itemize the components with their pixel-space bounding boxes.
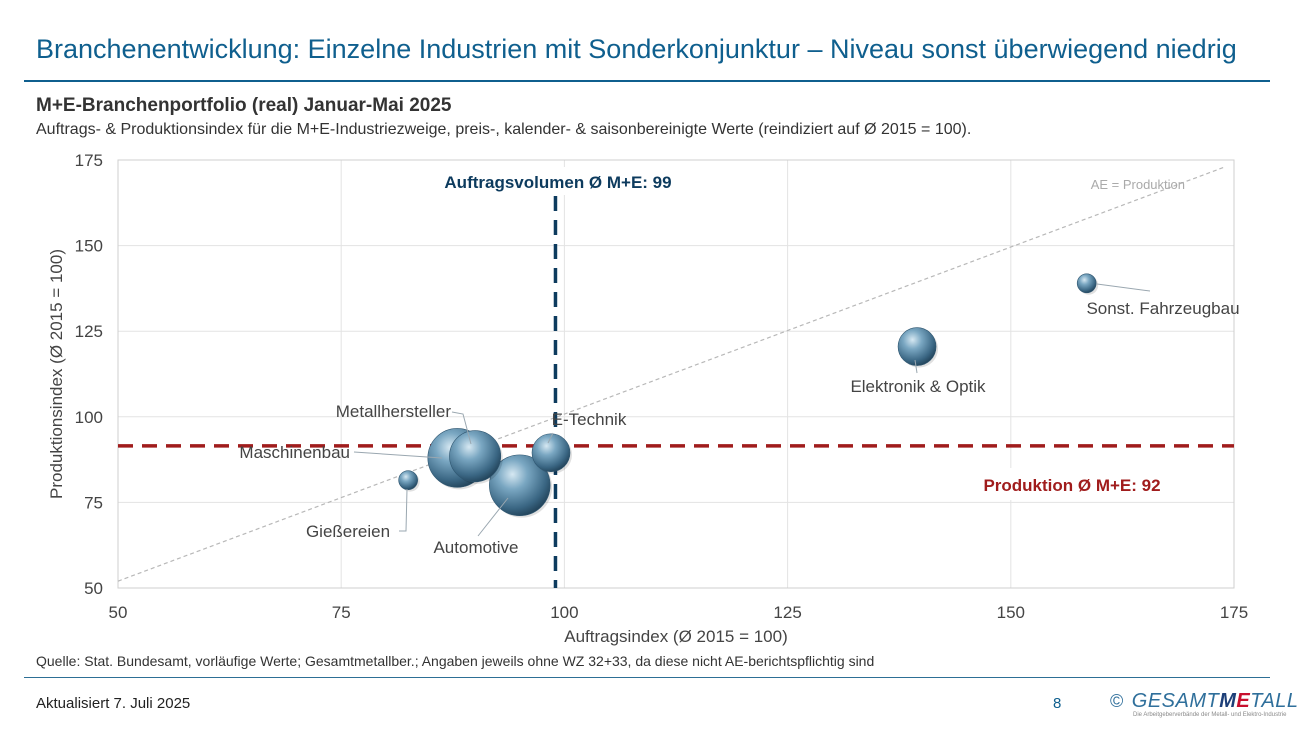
data-point[interactable]	[398, 470, 418, 490]
reference-label-bg	[928, 468, 1220, 500]
page-number: 8	[1053, 695, 1062, 712]
data-point[interactable]	[531, 433, 571, 473]
leader-line	[353, 451, 443, 459]
leader-line	[477, 497, 509, 537]
data-label: Sonst. Fahrzeugbau	[1086, 299, 1239, 318]
y-tick-label: 175	[75, 151, 103, 170]
x-tick-label: 125	[773, 603, 801, 622]
data-point[interactable]	[897, 327, 937, 366]
y-axis-title: Produktionsindex (Ø 2015 = 100)	[47, 249, 66, 499]
logo-text-m: M	[1219, 690, 1237, 712]
gesamtmetall-logo: © GESAMTMETALL	[1110, 690, 1299, 713]
x-tick-label: 175	[1220, 603, 1248, 622]
diagonal-line	[117, 166, 1226, 582]
data-point[interactable]	[1076, 273, 1097, 294]
logo-text-e: E	[1236, 690, 1251, 712]
data-label: Automotive	[433, 538, 518, 557]
title-divider	[24, 80, 1270, 82]
logo-text-b: TALL	[1250, 690, 1299, 712]
x-tick-label: 75	[332, 603, 351, 622]
plot-area-border	[117, 159, 1235, 589]
logo-tagline: Die Arbeitgeberverbände der Metall- und …	[1133, 712, 1287, 718]
data-label: Gießereien	[306, 522, 390, 541]
leader-line	[1096, 283, 1151, 292]
data-label: Maschinenbau	[239, 443, 350, 462]
copyright-icon: ©	[1110, 691, 1124, 711]
y-tick-label: 150	[75, 237, 103, 256]
logo-text-a: GESAMT	[1131, 690, 1220, 712]
y-tick-label: 100	[75, 408, 103, 427]
x-tick-label: 150	[997, 603, 1025, 622]
x-axis-title: Auftragsindex (Ø 2015 = 100)	[564, 627, 788, 646]
data-label: E-Technik	[552, 410, 627, 429]
data-point[interactable]	[449, 430, 502, 483]
leader-line	[451, 411, 472, 445]
diagonal-label: AE = Produktion	[1091, 177, 1185, 192]
footer-divider	[24, 677, 1270, 678]
data-label: Elektronik & Optik	[850, 377, 986, 396]
leader-line	[399, 488, 408, 532]
page-title: Branchenentwicklung: Einzelne Industrien…	[36, 34, 1237, 64]
data-point[interactable]	[489, 454, 551, 516]
reference-label-bg	[424, 167, 694, 195]
source-note: Quelle: Stat. Bundesamt, vorläufige Wert…	[36, 653, 875, 669]
x-tick-label: 100	[550, 603, 578, 622]
data-label: Metallhersteller	[336, 402, 452, 421]
reference-label-horizontal: Produktion Ø M+E: 92	[983, 476, 1160, 495]
y-tick-label: 50	[84, 579, 103, 598]
y-tick-label: 125	[75, 322, 103, 341]
leader-line	[547, 432, 554, 444]
x-tick-label: 50	[109, 603, 128, 622]
chart-subtitle: M+E-Branchenportfolio (real) Januar-Mai …	[36, 95, 452, 116]
updated-date: Aktualisiert 7. Juli 2025	[36, 695, 191, 712]
leader-line	[914, 359, 918, 374]
chart-description: Auftrags- & Produktionsindex für die M+E…	[36, 121, 972, 138]
reference-label-vertical: Auftragsvolumen Ø M+E: 99	[444, 173, 671, 192]
y-tick-label: 75	[84, 493, 103, 512]
